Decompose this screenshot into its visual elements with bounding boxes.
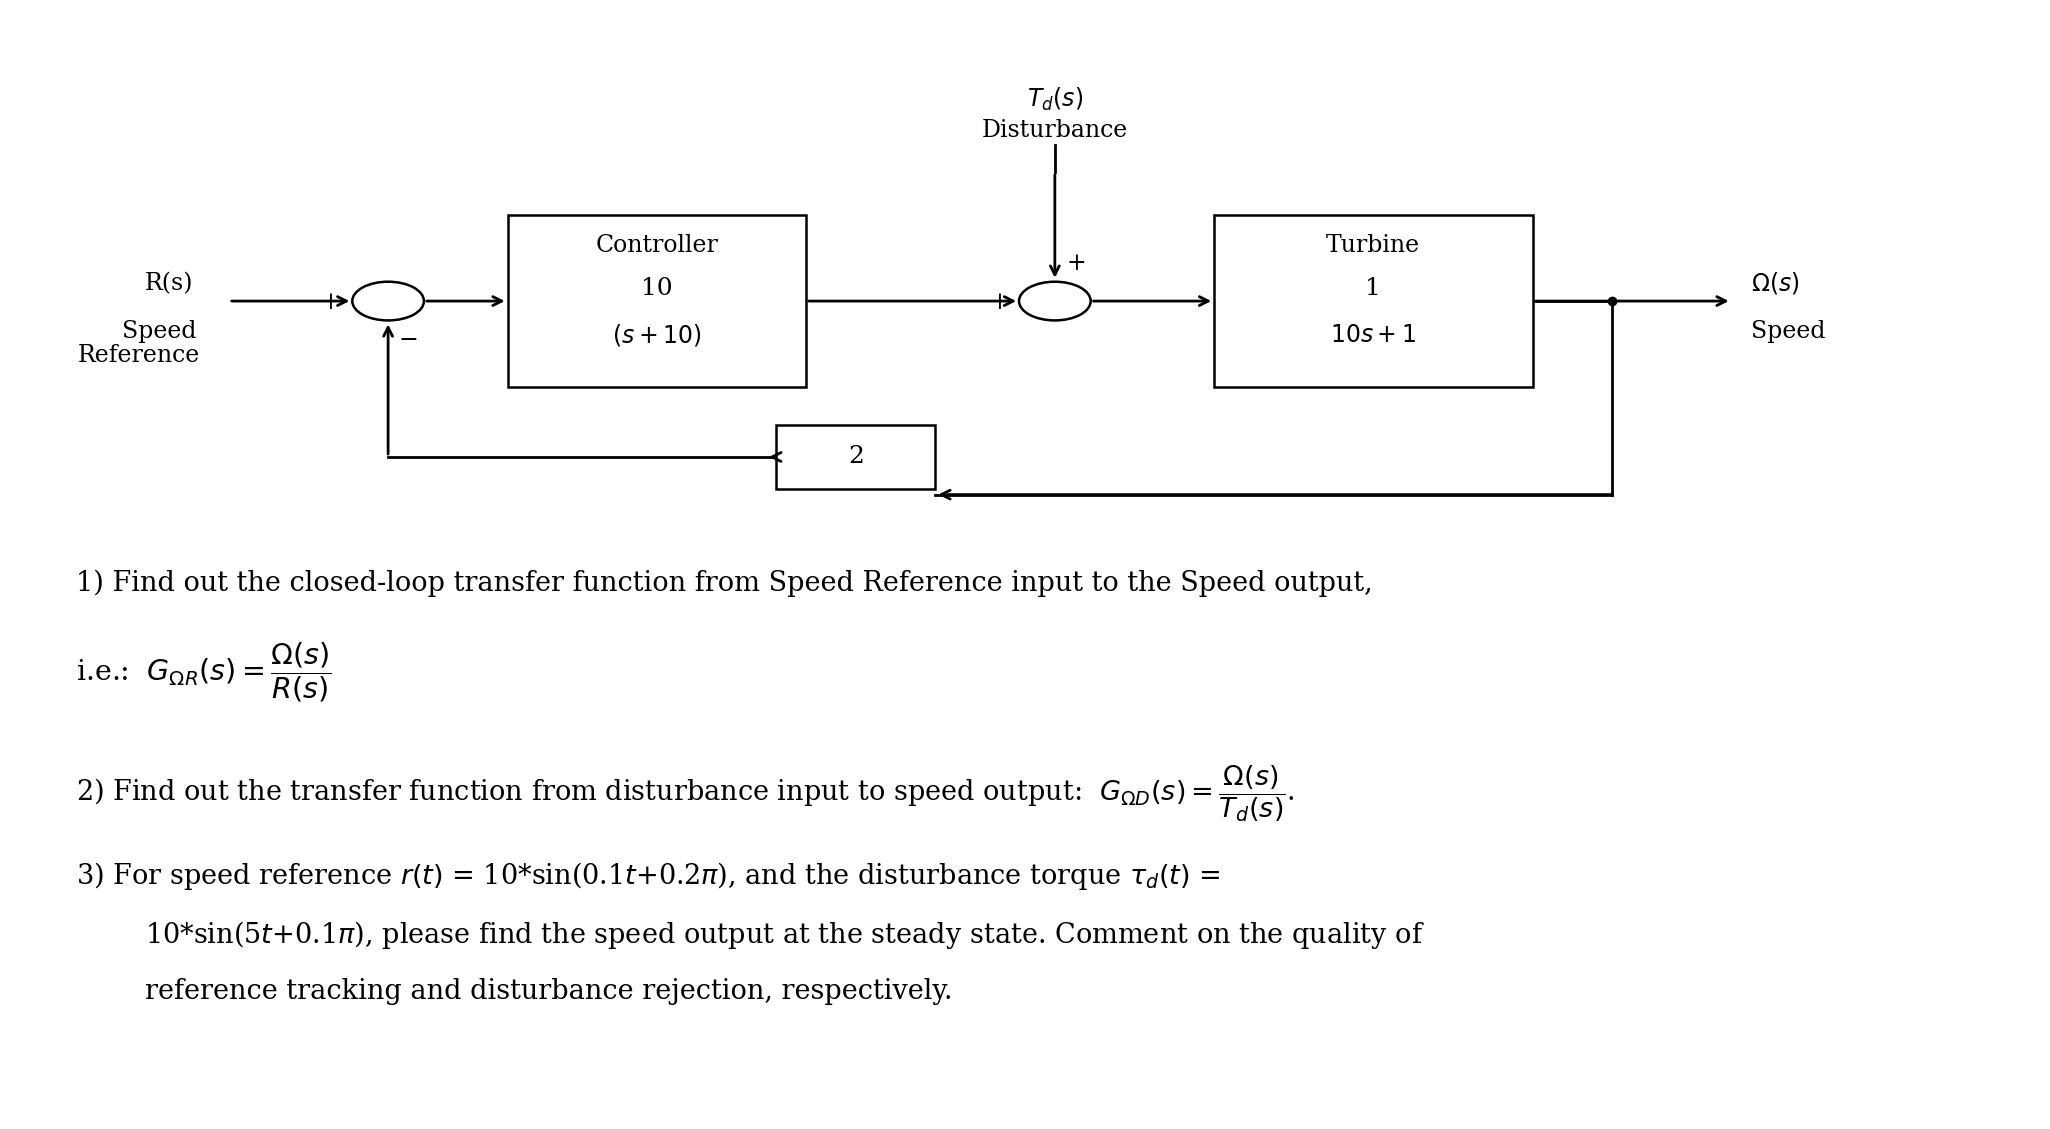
Text: 2) Find out the transfer function from disturbance input to speed output:  $G_{\: 2) Find out the transfer function from d… [76,763,1296,824]
Text: i.e.:  $G_{\Omega R}(s)=\dfrac{\Omega(s)}{R(s)}$: i.e.: $G_{\Omega R}(s)=\dfrac{\Omega(s)}… [76,640,332,703]
Circle shape [353,282,424,321]
Text: Turbine: Turbine [1326,234,1421,256]
Text: $10s+1$: $10s+1$ [1330,324,1417,347]
Text: 3) For speed reference $r(t)$ = 10*sin(0.1$t$+0.2$\pi$), and the disturbance tor: 3) For speed reference $r(t)$ = 10*sin(0… [76,860,1220,892]
Text: $(s+10)$: $(s+10)$ [613,323,701,349]
Text: +: + [990,291,1009,314]
Text: +: + [1066,252,1086,275]
Text: 2: 2 [849,446,863,469]
Text: R(s): R(s) [146,273,193,296]
Circle shape [1019,282,1091,321]
Text: 10: 10 [642,277,672,299]
Bar [777,425,935,489]
Text: 1) Find out the closed-loop transfer function from Speed Reference input to the : 1) Find out the closed-loop transfer fun… [76,570,1371,597]
Text: Reference: Reference [78,344,201,367]
Text: 10*sin(5$t$+0.1$\pi$), please find the speed output at the steady state. Comment: 10*sin(5$t$+0.1$\pi$), please find the s… [146,919,1425,952]
Text: $T_d(s)$: $T_d(s)$ [1027,86,1082,113]
Text: $\Omega(s)$: $\Omega(s)$ [1751,270,1800,296]
Text: 1: 1 [1365,277,1382,299]
Text: Controller: Controller [594,234,718,256]
Text: reference tracking and disturbance rejection, respectively.: reference tracking and disturbance rejec… [146,979,953,1006]
Text: Speed: Speed [1751,321,1827,343]
Text: $-$: $-$ [398,327,418,350]
Bar [508,215,806,387]
Bar [1214,215,1533,387]
Text: Speed: Speed [121,321,197,343]
Text: +: + [320,291,340,314]
Text: Disturbance: Disturbance [982,119,1128,142]
